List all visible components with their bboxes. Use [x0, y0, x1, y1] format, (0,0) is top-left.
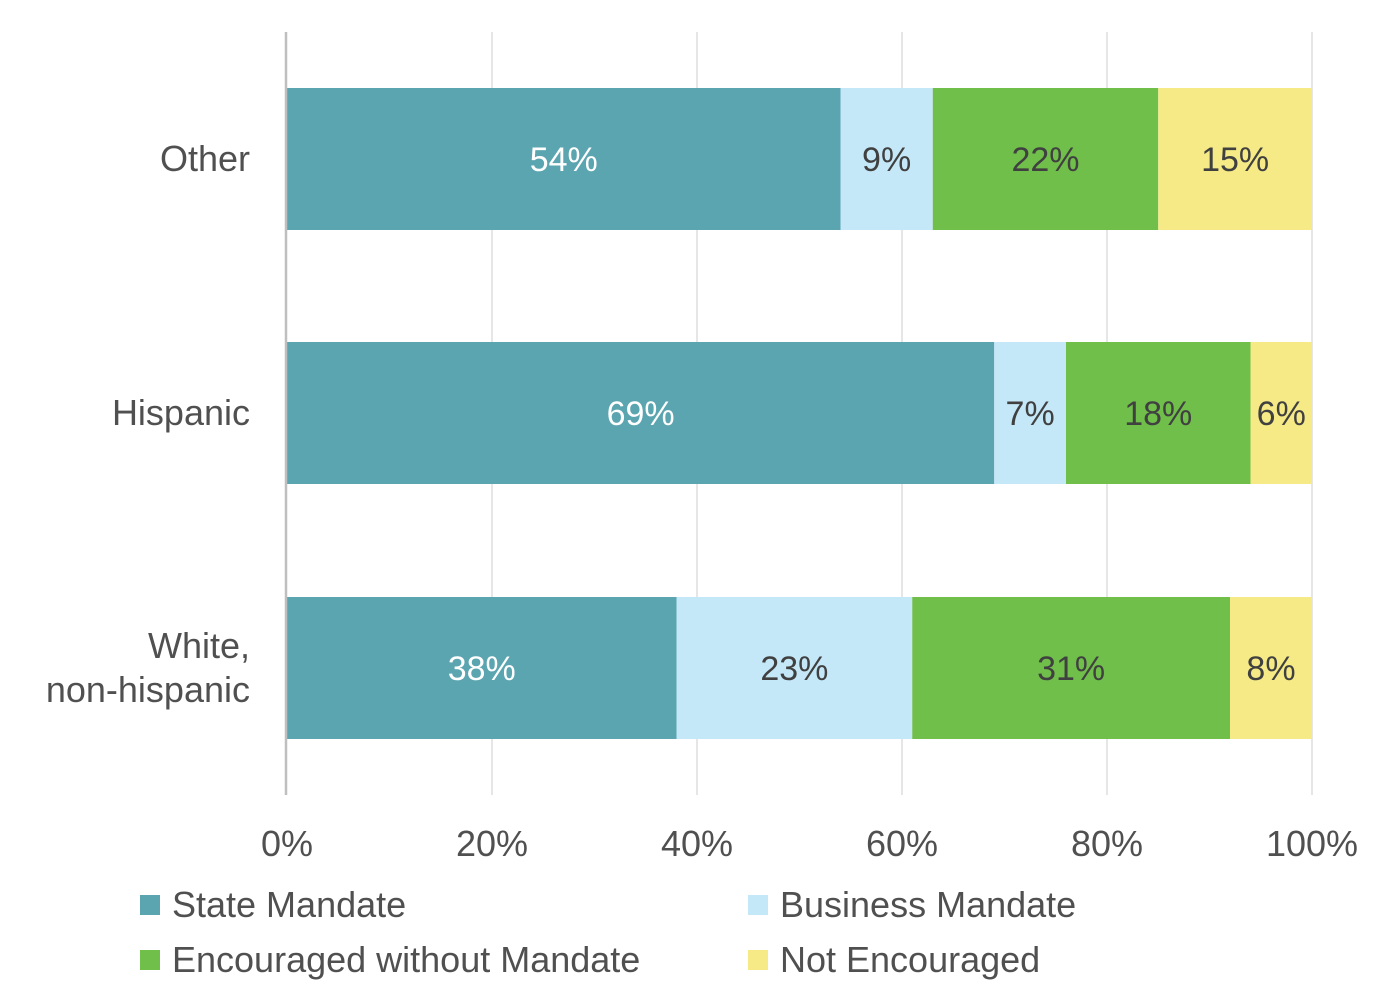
- bar-other-encouraged-without-mandate: [932, 88, 1159, 230]
- x-tick-label-80: 80%: [1071, 823, 1143, 864]
- bars: 54% 9% 22% 15% 69% 7% 18% 6% 38% 23% 31% 8%: [287, 88, 1312, 739]
- x-tick-label-60: 60%: [866, 823, 938, 864]
- bar-hispanic-state-mandate: [287, 342, 995, 484]
- axes: Other Hispanic White, non-hispanic 0% 20% 40% 6…: [46, 32, 1358, 864]
- data-label-white-non-hispanic-business-mandate: 23%: [760, 650, 828, 688]
- data-label-other-not-encouraged: 15%: [1201, 141, 1269, 179]
- data-label-hispanic-not-encouraged: 6%: [1257, 395, 1306, 433]
- bar-other-not-encouraged: [1158, 88, 1312, 230]
- bar-hispanic-business-mandate: [994, 342, 1066, 484]
- data-label-other-state-mandate: 54%: [530, 141, 598, 179]
- data-label-white-non-hispanic-not-encouraged: 8%: [1246, 650, 1295, 688]
- data-label-white-non-hispanic-state-mandate: 38%: [448, 650, 516, 688]
- bar-hispanic-not-encouraged: [1250, 342, 1312, 484]
- category-label-white-non-hispanic: White, non-hispanic: [46, 625, 250, 710]
- bar-other-state-mandate: [287, 88, 841, 230]
- category-label-other: Other: [160, 138, 250, 179]
- bar-hispanic-encouraged-without-mandate: [1066, 342, 1251, 484]
- data-label-hispanic-state-mandate: 69%: [607, 395, 675, 433]
- x-tick-label-20: 20%: [456, 823, 528, 864]
- data-label-other-encouraged-without-mandate: 22%: [1011, 141, 1079, 179]
- data-label-other-business-mandate: 9%: [862, 141, 911, 179]
- category-label-hispanic: Hispanic: [112, 392, 250, 433]
- data-label-hispanic-encouraged-without-mandate: 18%: [1124, 395, 1192, 433]
- bar-white-non-hispanic-business-mandate: [676, 597, 913, 739]
- bar-white-non-hispanic-state-mandate: [287, 597, 677, 739]
- x-tick-label-40: 40%: [661, 823, 733, 864]
- bar-other-business-mandate: [840, 88, 933, 230]
- data-label-hispanic-business-mandate: 7%: [1006, 395, 1055, 433]
- bar-white-non-hispanic-not-encouraged: [1230, 597, 1312, 739]
- data-label-white-non-hispanic-encouraged-without-mandate: 31%: [1037, 650, 1105, 688]
- bar-white-non-hispanic-encouraged-without-mandate: [912, 597, 1230, 739]
- x-tick-label-100: 100%: [1266, 823, 1358, 864]
- x-tick-label-0: 0%: [261, 823, 313, 864]
